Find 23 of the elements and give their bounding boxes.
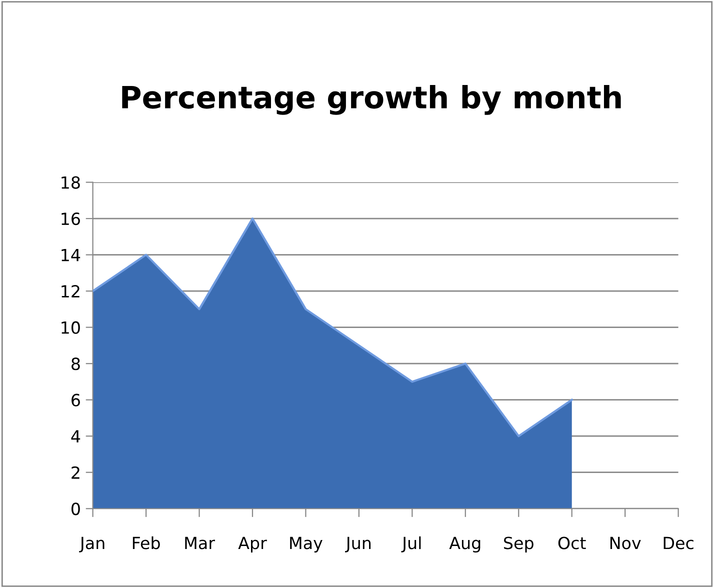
- x-tick-label: Jan: [79, 536, 104, 552]
- y-tick-label: 6: [72, 394, 80, 406]
- y-tick-label: 4: [71, 430, 80, 442]
- x-tick-label: Dec: [664, 536, 694, 550]
- y-tick-label: 12: [62, 285, 80, 298]
- y-tick-label: 8: [72, 358, 80, 370]
- x-tick-label: Oct: [558, 536, 586, 550]
- y-tick-label: 16: [62, 212, 80, 226]
- x-tick-label: Jul: [401, 536, 421, 552]
- y-tick-label: 18: [62, 176, 80, 189]
- chart-title: Percentage growth by month: [122, 85, 621, 115]
- y-tick-label: 2: [72, 466, 80, 479]
- x-tick-label: Feb: [132, 536, 160, 550]
- y-tick-label: 10: [62, 321, 80, 334]
- x-tick-label: Nov: [610, 536, 641, 550]
- y-tick-label: 0: [72, 502, 80, 516]
- x-tick-label: Mar: [185, 536, 215, 550]
- y-tick-label: 14: [62, 248, 80, 262]
- x-tick-label: Jun: [345, 536, 371, 552]
- x-tick-label: Apr: [238, 536, 267, 553]
- x-tick-label: Sep: [504, 536, 534, 553]
- x-tick-label: Aug: [449, 536, 480, 553]
- x-tick-label: May: [290, 536, 322, 553]
